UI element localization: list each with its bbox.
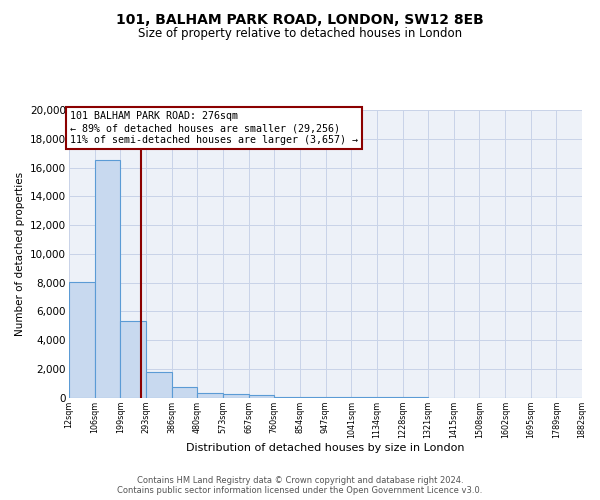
Text: Size of property relative to detached houses in London: Size of property relative to detached ho… — [138, 28, 462, 40]
Text: Contains public sector information licensed under the Open Government Licence v3: Contains public sector information licen… — [118, 486, 482, 495]
Bar — [120, 322, 146, 398]
Bar — [172, 386, 197, 398]
Bar — [197, 394, 223, 398]
X-axis label: Distribution of detached houses by size in London: Distribution of detached houses by size … — [186, 444, 465, 454]
Bar — [69, 282, 95, 398]
Text: 101 BALHAM PARK ROAD: 276sqm
← 89% of detached houses are smaller (29,256)
11% o: 101 BALHAM PARK ROAD: 276sqm ← 89% of de… — [70, 112, 358, 144]
Bar — [223, 394, 248, 398]
Bar — [146, 372, 172, 398]
Y-axis label: Number of detached properties: Number of detached properties — [14, 172, 25, 336]
Text: Contains HM Land Registry data © Crown copyright and database right 2024.: Contains HM Land Registry data © Crown c… — [137, 476, 463, 485]
Bar — [248, 394, 274, 398]
Text: 101, BALHAM PARK ROAD, LONDON, SW12 8EB: 101, BALHAM PARK ROAD, LONDON, SW12 8EB — [116, 12, 484, 26]
Bar — [95, 160, 120, 398]
